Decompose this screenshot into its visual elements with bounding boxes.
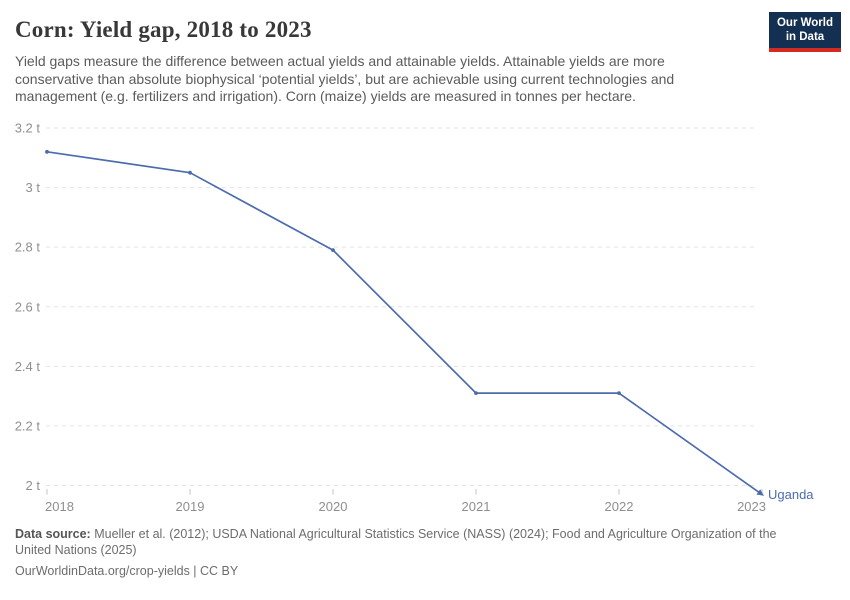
x-axis-label: 2022 xyxy=(605,499,634,514)
x-axis-label: 2023 xyxy=(737,499,766,514)
data-point-marker xyxy=(188,170,192,175)
y-axis-label: 2 t xyxy=(26,478,41,493)
y-axis-label: 2.2 t xyxy=(15,418,41,433)
data-source-label: Data source: xyxy=(15,527,91,541)
x-axis-label: 2019 xyxy=(176,499,205,514)
series-line xyxy=(46,150,763,496)
owid-logo-line1: Our World xyxy=(776,17,833,29)
data-point-marker xyxy=(331,248,335,253)
data-point-marker xyxy=(474,391,478,396)
data-source-text: Mueller et al. (2012); USDA National Agr… xyxy=(15,527,777,557)
owid-logo: Our World in Data xyxy=(769,12,841,52)
y-axis-label: 2.6 t xyxy=(15,299,41,314)
data-point-marker xyxy=(617,391,621,396)
y-axis-label: 2.8 t xyxy=(15,240,41,255)
owid-logo-line2: in Data xyxy=(785,30,825,43)
y-axis-label: 3.2 t xyxy=(15,121,41,136)
data-source-line: Data source: Mueller et al. (2012); USDA… xyxy=(15,527,815,558)
y-axis-label: 2.4 t xyxy=(15,359,41,374)
chart-title: Corn: Yield gap, 2018 to 2023 xyxy=(15,17,312,42)
x-axis-label: 2020 xyxy=(319,499,348,514)
data-point-marker xyxy=(45,149,49,154)
y-axis-label: 3 t xyxy=(26,180,41,195)
series-end-marker xyxy=(756,489,765,496)
series-entity-label: Uganda xyxy=(768,487,814,502)
chart-subtitle: Yield gaps measure the difference betwee… xyxy=(15,53,675,105)
x-axis-label: 2021 xyxy=(462,499,491,514)
x-axis-label: 2018 xyxy=(45,499,74,514)
license-line: OurWorldinData.org/crop-yields | CC BY xyxy=(15,564,239,578)
